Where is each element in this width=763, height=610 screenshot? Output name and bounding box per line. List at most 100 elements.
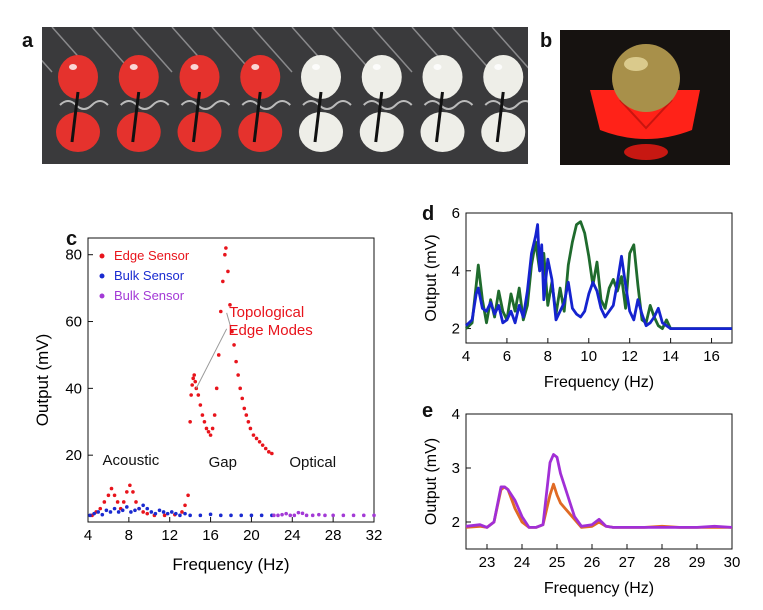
chart-c-point-series-1 (188, 513, 192, 518)
chart-c-point-series-0 (196, 393, 201, 397)
chart-c-x-tick-label: 32 (366, 527, 383, 544)
robot-upper-sphere (58, 55, 98, 99)
legend-bulk-sensor-purple: Bulk Sensor (114, 288, 185, 303)
chart-c-point-series-1 (129, 510, 133, 514)
robot-lower-sphere (56, 112, 100, 152)
chart-c-legend: Edge Sensor Bulk Sensor Bulk Sensor (114, 248, 190, 303)
legend-marker (99, 253, 105, 259)
chart-d-plot-frame (465, 212, 733, 344)
chart-d-y-tick-label: 6 (452, 205, 460, 222)
chart-c-point-series-0 (183, 503, 187, 508)
chart-e-y-tick-label: 4 (452, 406, 460, 423)
panel-label-a: a (22, 30, 34, 52)
chart-e-y-axis-label: Output (mV) (423, 438, 440, 525)
chart-c-point-series-0 (162, 513, 167, 518)
spring (302, 100, 352, 110)
chart-c-point-series-0 (121, 500, 126, 504)
chart-c-point-series-0 (221, 279, 225, 284)
chart-c-point-series-1 (125, 505, 129, 509)
chart-c-y-axis-label: Output (mV) (33, 334, 52, 427)
chart-d-x-tick-label: 6 (503, 348, 511, 365)
chart-c-point-series-0 (216, 353, 221, 357)
legend-marker (99, 273, 105, 279)
panel-label-e: e (422, 400, 434, 422)
chart-c-y-tick-label: 20 (65, 447, 82, 464)
chart-c-point-series-1 (92, 511, 96, 516)
chart-c-point-series-0 (246, 419, 251, 424)
chart-c-point-series-1 (157, 508, 162, 513)
chart-e-x-axis-label: Frequency (Hz) (544, 580, 654, 597)
chart-c-point-series-2 (341, 513, 346, 518)
chart-c-point-series-1 (100, 512, 105, 517)
chart-c-plot-frame (87, 237, 375, 523)
robot-pivot (131, 91, 141, 143)
chart-c-point-series-2 (272, 513, 276, 518)
chart-c-y-tick-label: 40 (65, 380, 82, 397)
chart-c-point-series-1 (249, 513, 254, 518)
robot-upper-sphere (483, 55, 524, 99)
spring (59, 100, 109, 110)
robot-highlight (312, 64, 320, 70)
robot-lower-sphere (481, 112, 526, 152)
robot-highlight (372, 64, 381, 70)
chart-c-point-series-2 (276, 513, 280, 518)
robot-highlight (494, 64, 503, 70)
chart-c-point-series-1 (218, 513, 223, 518)
chart-c-point-series-2 (292, 513, 297, 518)
chart-c-point-series-0 (109, 486, 114, 491)
chart-c-point-series-1 (153, 511, 158, 516)
robot-upper-sphere (361, 55, 402, 99)
chart-d-x-tick-label: 8 (544, 348, 552, 365)
legend-marker (99, 293, 105, 299)
brass-ball (612, 44, 680, 112)
chart-c-point-series-2 (296, 510, 301, 515)
chart-c-point-series-2 (351, 513, 356, 518)
chart-e-x-tick-label: 25 (549, 554, 566, 571)
chart-c-point-series-0 (192, 373, 197, 377)
robot-lower-sphere (238, 112, 283, 152)
chart-c-point-series-0 (218, 309, 223, 314)
chart-c-point-series-0 (270, 451, 274, 456)
base-foot (624, 144, 668, 160)
chart-c-point-series-1 (239, 513, 244, 518)
legend-edge-sensor: Edge Sensor (114, 248, 190, 263)
chart-c-x-tick-label: 12 (161, 527, 178, 544)
rod (491, 27, 528, 69)
chart-c-point-series-0 (254, 436, 259, 441)
chart-c-x-tick-label: 8 (125, 527, 133, 544)
ball-base-illustration (560, 30, 730, 165)
chart-e-x-tick-label: 26 (584, 554, 601, 571)
chart-c-point-series-0 (106, 493, 111, 498)
chart-c-point-series-1 (96, 510, 101, 514)
chart-c-point-series-1 (259, 513, 264, 518)
photo-ball-on-base (560, 30, 730, 165)
chart-c-point-series-0 (266, 450, 271, 454)
chart-c-point-series-1 (120, 508, 125, 513)
chart-c-point-series-0 (228, 303, 232, 307)
chart-c-point-series-1 (229, 513, 233, 518)
robot-upper-sphere (422, 55, 463, 99)
chart-c-y-tick-label: 80 (65, 247, 82, 264)
chart-c-point-series-0 (238, 386, 242, 391)
chart-d-y-axis-label: Output (mV) (423, 234, 440, 321)
chart-c-point-series-0 (210, 426, 215, 431)
chart-c-point-series-0 (112, 493, 117, 498)
rod (371, 27, 413, 73)
chart-c-point-series-0 (251, 433, 256, 437)
chart-d-series-line-0 (465, 220, 732, 330)
chart-c-point-series-0 (198, 403, 203, 407)
chart-c-point-series-1 (149, 510, 154, 514)
robot-highlight (69, 64, 77, 70)
robot-lower-sphere (177, 112, 222, 152)
chart-c-x-tick-label: 20 (243, 527, 260, 544)
chart-e-series-line-1 (465, 453, 733, 529)
chart-c-point-series-0 (244, 413, 249, 417)
spring (363, 100, 413, 110)
robot-highlight (251, 64, 260, 70)
chart-e-plot-frame (465, 413, 733, 550)
chart-d-x-tick-label: 14 (662, 348, 679, 365)
chart-d-y-tick-label: 4 (452, 263, 460, 280)
robot-upper-sphere (240, 55, 281, 99)
robot-pivot (252, 91, 262, 143)
